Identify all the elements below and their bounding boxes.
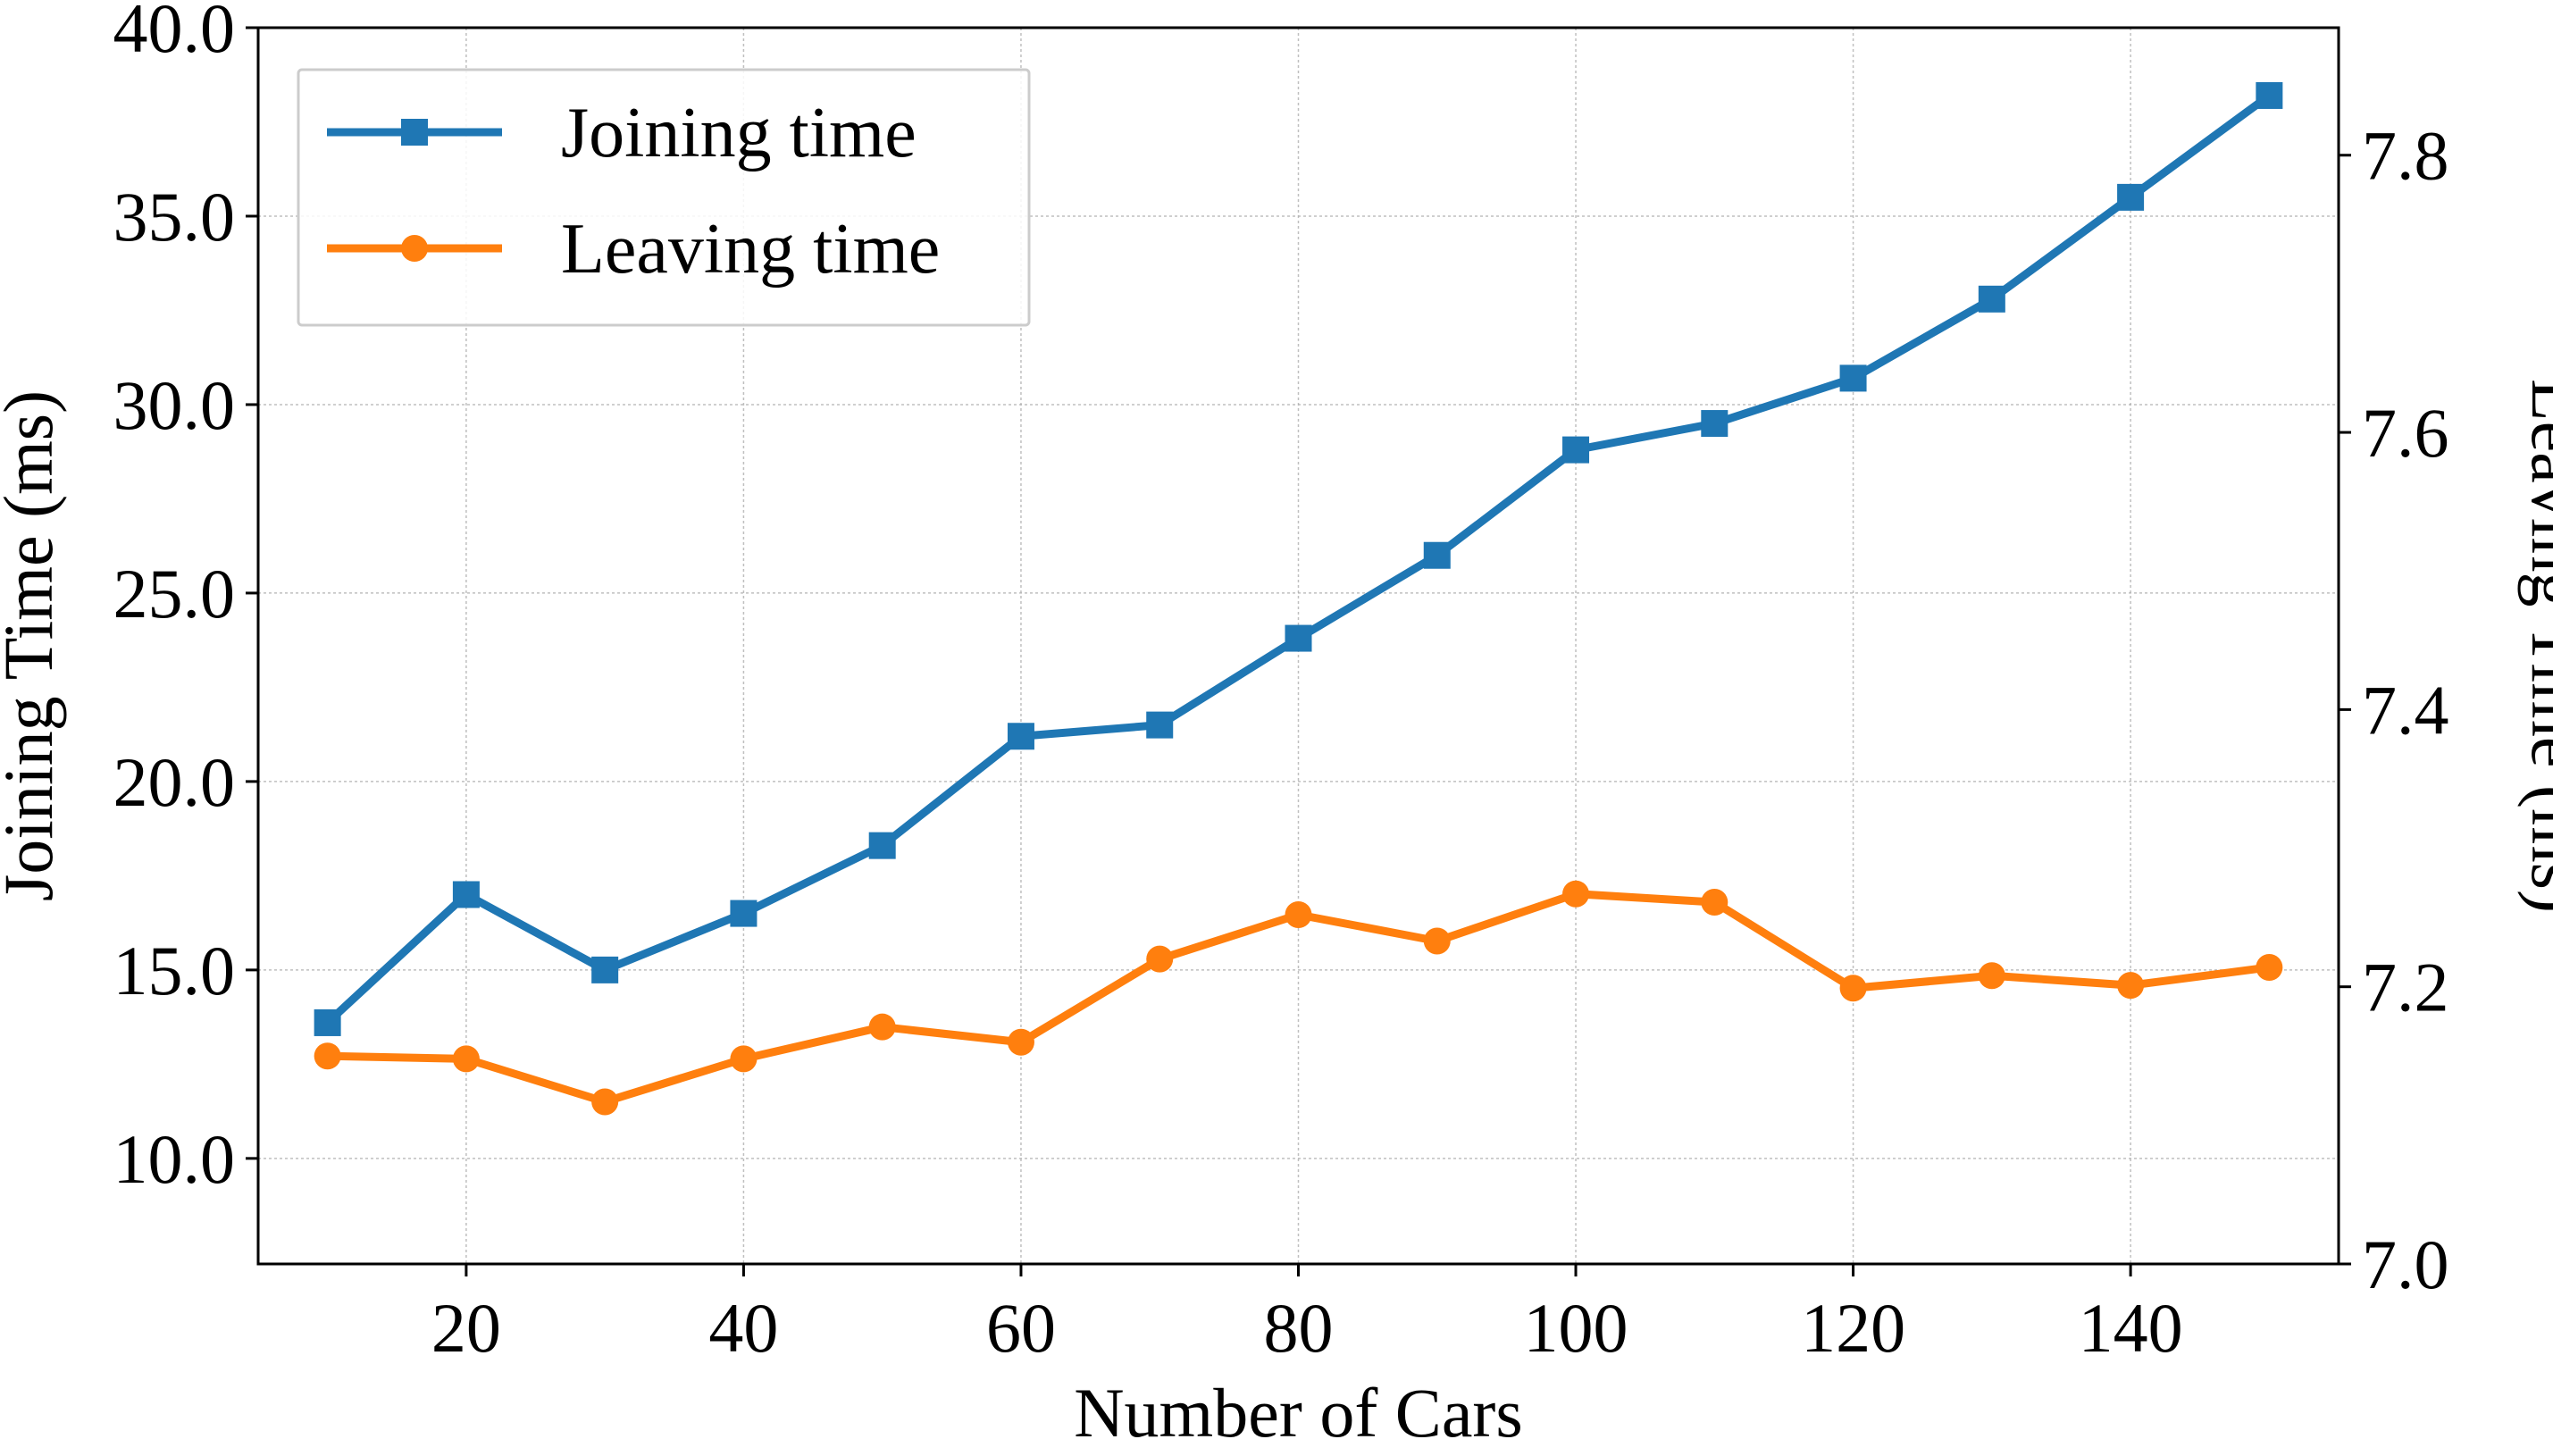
y-left-tick-label: 35.0 bbox=[113, 178, 236, 255]
joining-time-point bbox=[1839, 364, 1867, 392]
x-tick-label: 100 bbox=[1524, 1289, 1628, 1367]
y-right-tick-label: 7.0 bbox=[2362, 1226, 2449, 1303]
legend: Joining time Leaving time bbox=[297, 68, 1031, 327]
y-right-tick-label: 7.4 bbox=[2362, 671, 2449, 749]
ticks-layer: 20 40 60 80 100 120 140 10.0 15.0 20.0 25.0 30.0 35.… bbox=[113, 0, 2449, 1367]
x-tick-label: 60 bbox=[986, 1289, 1056, 1367]
joining-time-point bbox=[868, 832, 896, 859]
legend-label: Joining time bbox=[561, 94, 917, 172]
joining-time-point bbox=[591, 956, 619, 983]
leaving-time-point bbox=[314, 1042, 341, 1070]
joining-time-point bbox=[1562, 436, 1590, 464]
leaving-time-point bbox=[1423, 927, 1451, 955]
y-left-tick-label: 25.0 bbox=[113, 555, 236, 632]
joining-time-point bbox=[2117, 183, 2145, 211]
legend-circle-marker bbox=[401, 235, 428, 262]
joining-time-point bbox=[1701, 410, 1729, 438]
joining-time-point bbox=[314, 1008, 341, 1036]
y-left-tick-label: 40.0 bbox=[113, 0, 236, 67]
leaving-time-point bbox=[1007, 1028, 1034, 1056]
joining-time-point bbox=[1423, 541, 1451, 569]
joining-time-point bbox=[2256, 81, 2283, 109]
joining-time-point bbox=[730, 900, 758, 927]
x-axis-label: Number of Cars bbox=[1074, 1374, 1523, 1452]
y-right-tick-label: 7.6 bbox=[2362, 394, 2449, 472]
joining-time-point bbox=[1146, 711, 1174, 739]
y-left-tick-label: 10.0 bbox=[113, 1120, 236, 1198]
leaving-time-point bbox=[1978, 962, 2005, 990]
series-layer bbox=[314, 81, 2283, 1116]
joining-time-point bbox=[1007, 723, 1034, 750]
y-right-tick-label: 7.2 bbox=[2362, 949, 2449, 1026]
leaving-time-point bbox=[730, 1045, 758, 1073]
joining-time-point bbox=[452, 881, 480, 908]
joining-time-point bbox=[1285, 624, 1312, 652]
legend-label: Leaving time bbox=[561, 210, 940, 289]
x-tick-label: 140 bbox=[2079, 1289, 2183, 1367]
y-right-axis-label: Leaving Time (ms) bbox=[2517, 379, 2553, 913]
leaving-time-point bbox=[1285, 901, 1312, 929]
leaving-time-point bbox=[1146, 945, 1174, 973]
y-left-tick-label: 30.0 bbox=[113, 366, 236, 444]
y-right-tick-label: 7.8 bbox=[2362, 117, 2449, 195]
y-left-tick-label: 20.0 bbox=[113, 743, 236, 821]
leaving-time-point bbox=[868, 1013, 896, 1041]
leaving-time-point bbox=[452, 1045, 480, 1073]
legend-square-marker bbox=[401, 119, 428, 146]
joining-time-point bbox=[1978, 285, 2005, 313]
x-tick-label: 120 bbox=[1801, 1289, 1905, 1367]
leaving-time-point bbox=[591, 1088, 619, 1116]
leaving-time-point bbox=[1701, 889, 1729, 916]
x-tick-label: 40 bbox=[708, 1289, 778, 1367]
y-left-tick-label: 15.0 bbox=[113, 932, 236, 1009]
y-left-axis-label: Joining Time (ms) bbox=[0, 390, 67, 901]
leaving-time-point bbox=[1839, 975, 1867, 1002]
leaving-time-point bbox=[2117, 972, 2145, 1000]
x-tick-label: 20 bbox=[431, 1289, 501, 1367]
leaving-time-point bbox=[1562, 880, 1590, 908]
leaving-time-point bbox=[2256, 953, 2283, 981]
x-tick-label: 80 bbox=[1264, 1289, 1334, 1367]
